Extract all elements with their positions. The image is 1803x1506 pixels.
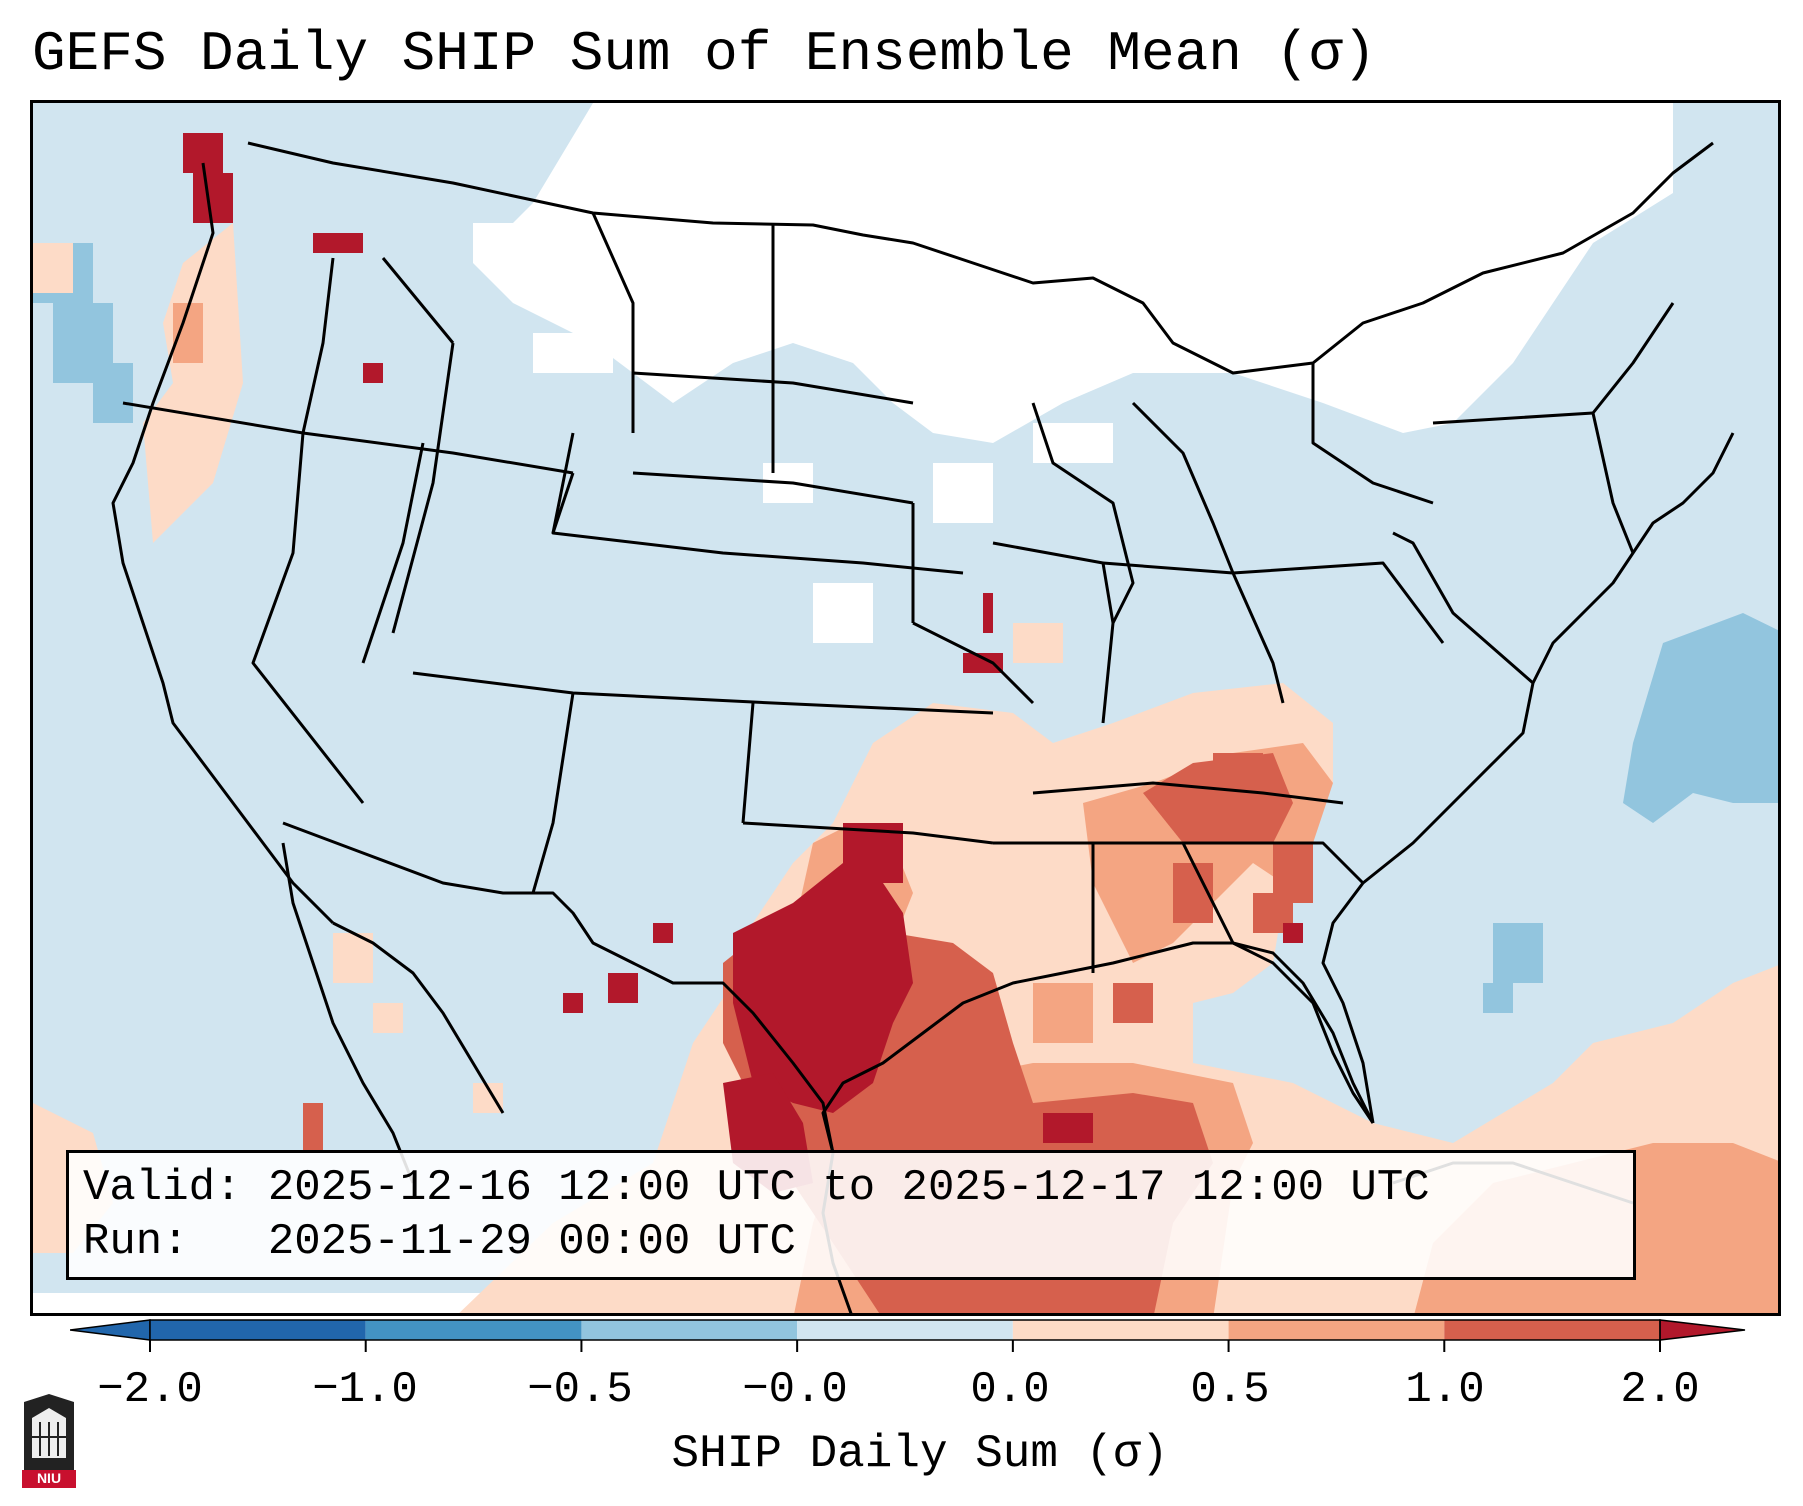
colorbar-tick-label: −2.0 — [97, 1365, 203, 1415]
colorbar — [70, 1319, 1746, 1352]
colorbar-segments — [70, 1319, 1746, 1341]
colorbar-segment — [150, 1320, 366, 1340]
valid-run-info-box: Valid: 2025-12-16 12:00 UTC to 2025-12-1… — [66, 1150, 1636, 1280]
political-boundaries — [111, 141, 1735, 1313]
valid-value: 2025-12-16 12:00 UTC to 2025-12-17 12:00… — [267, 1163, 1430, 1213]
run-label: Run: — [83, 1217, 189, 1267]
colorbar-extend-high — [1659, 1319, 1746, 1341]
colorbar-tick-label: −1.0 — [312, 1365, 418, 1415]
valid-label: Valid: — [83, 1163, 242, 1213]
colorbar-tick-label: −0.0 — [742, 1365, 848, 1415]
colorbar-segment — [365, 1320, 582, 1340]
colorbar-tick-label: 0.5 — [1190, 1365, 1270, 1415]
colorbar-segment — [1012, 1320, 1229, 1340]
run-value: 2025-11-29 00:00 UTC — [267, 1217, 796, 1267]
niu-logo — [22, 1394, 76, 1488]
colorbar-segment — [797, 1320, 1013, 1340]
colorbar-outline — [149, 1319, 1661, 1341]
shaded-map — [33, 103, 1778, 1313]
colorbar-tick-label: 2.0 — [1620, 1365, 1700, 1415]
colorbar-extend-low — [70, 1319, 151, 1341]
colorbar-ticks — [149, 1340, 1661, 1352]
map-panel — [30, 100, 1781, 1316]
colorbar-label: SHIP Daily Sum (σ) — [671, 1428, 1169, 1480]
colorbar-segment — [1228, 1320, 1445, 1340]
colorbar-tick-label: −0.5 — [527, 1365, 633, 1415]
colorbar-tick-label: 1.0 — [1405, 1365, 1485, 1415]
niu-logo-text: NIU — [36, 1470, 62, 1486]
colorbar-tick-label: 0.0 — [970, 1365, 1050, 1415]
colorbar-segment — [1444, 1320, 1660, 1340]
colorbar-segment — [581, 1320, 798, 1340]
map-title: GEFS Daily SHIP Sum of Ensemble Mean (σ) — [32, 22, 1377, 86]
